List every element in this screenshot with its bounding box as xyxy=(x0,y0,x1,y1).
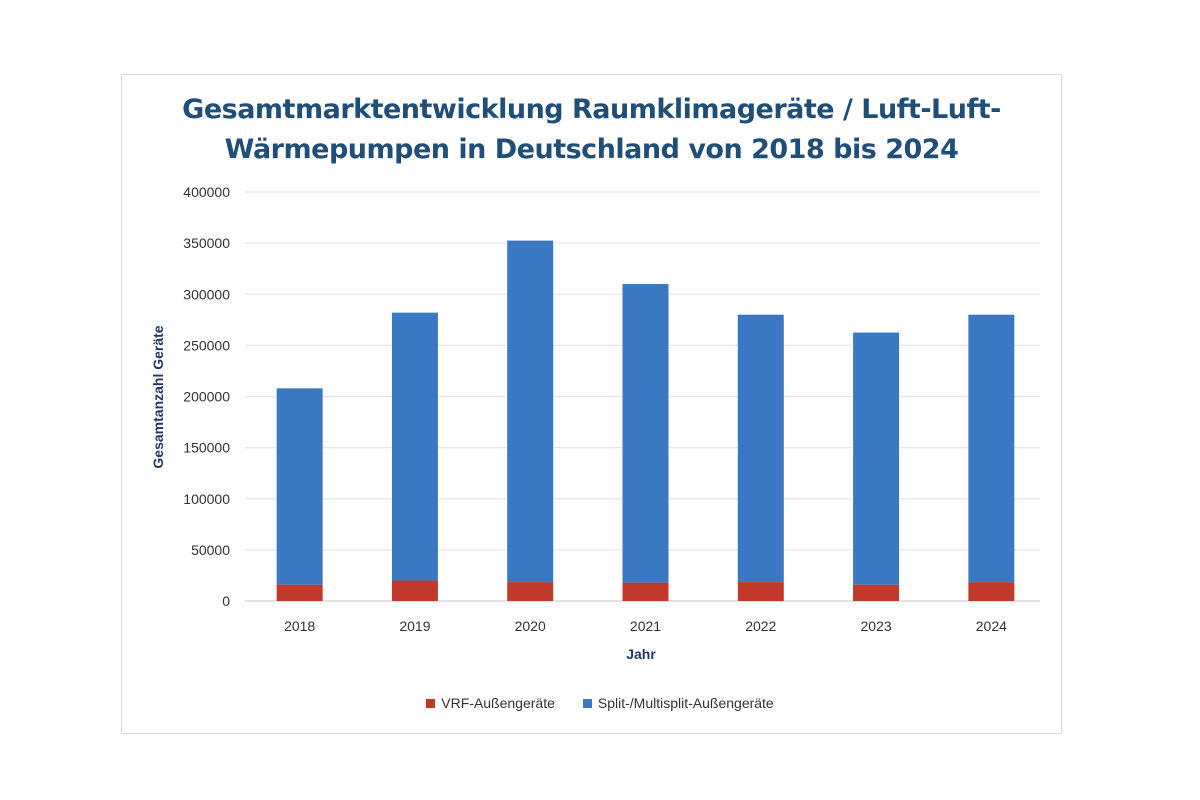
chart-title-line-1: Gesamtmarktentwicklung Raumklimageräte /… xyxy=(182,94,1001,125)
bar-split-2022 xyxy=(737,314,784,583)
bar-vrf-2022 xyxy=(737,582,784,601)
bar-split-2021 xyxy=(622,284,669,583)
y-tick-label: 50000 xyxy=(191,542,230,558)
x-tick-label: 2019 xyxy=(399,618,430,634)
legend-item-split: Split-/Multisplit-Außengeräte xyxy=(582,695,774,711)
legend: VRF-Außengeräte Split-/Multisplit-Außeng… xyxy=(0,695,1200,711)
y-tick-label: 150000 xyxy=(183,440,230,456)
y-tick-label: 350000 xyxy=(183,235,230,251)
y-tick-label: 200000 xyxy=(183,389,230,405)
bar-vrf-2018 xyxy=(276,584,323,601)
bar-vrf-2023 xyxy=(853,584,900,601)
y-tick-label: 100000 xyxy=(183,491,230,507)
bar-vrf-2020 xyxy=(507,582,554,601)
bar-vrf-2019 xyxy=(391,580,438,601)
x-tick-label: 2022 xyxy=(745,618,776,634)
bar-split-2018 xyxy=(276,388,323,585)
x-axis-label: Jahr xyxy=(626,646,656,662)
legend-swatch-vrf xyxy=(426,698,436,708)
x-tick-label: 2020 xyxy=(515,618,546,634)
legend-label-vrf: VRF-Außengeräte xyxy=(441,695,555,711)
bar-split-2020 xyxy=(507,240,554,583)
legend-label-split: Split-/Multisplit-Außengeräte xyxy=(597,695,774,711)
y-axis-label: Gesamtanzahl Geräte xyxy=(150,325,166,468)
x-tick-label: 2021 xyxy=(630,618,661,634)
bar-split-2019 xyxy=(391,312,438,581)
x-tick-label: 2018 xyxy=(284,618,315,634)
chart-title-line-2: Wärmepumpen in Deutschland von 2018 bis … xyxy=(224,134,959,165)
y-tick-label: 300000 xyxy=(183,286,230,302)
bar-split-2023 xyxy=(853,332,900,585)
y-tick-label: 0 xyxy=(222,593,230,609)
x-tick-label: 2024 xyxy=(976,618,1007,634)
legend-item-vrf: VRF-Außengeräte xyxy=(426,695,555,711)
x-tick-label: 2023 xyxy=(860,618,891,634)
bar-split-2024 xyxy=(968,314,1015,583)
bar-vrf-2024 xyxy=(968,582,1015,601)
bar-vrf-2021 xyxy=(622,582,669,601)
legend-swatch-split xyxy=(582,698,592,708)
chart-title: Gesamtmarktentwicklung Raumklimageräte /… xyxy=(121,90,1062,170)
y-tick-label: 400000 xyxy=(183,184,230,200)
y-tick-label: 250000 xyxy=(183,337,230,353)
